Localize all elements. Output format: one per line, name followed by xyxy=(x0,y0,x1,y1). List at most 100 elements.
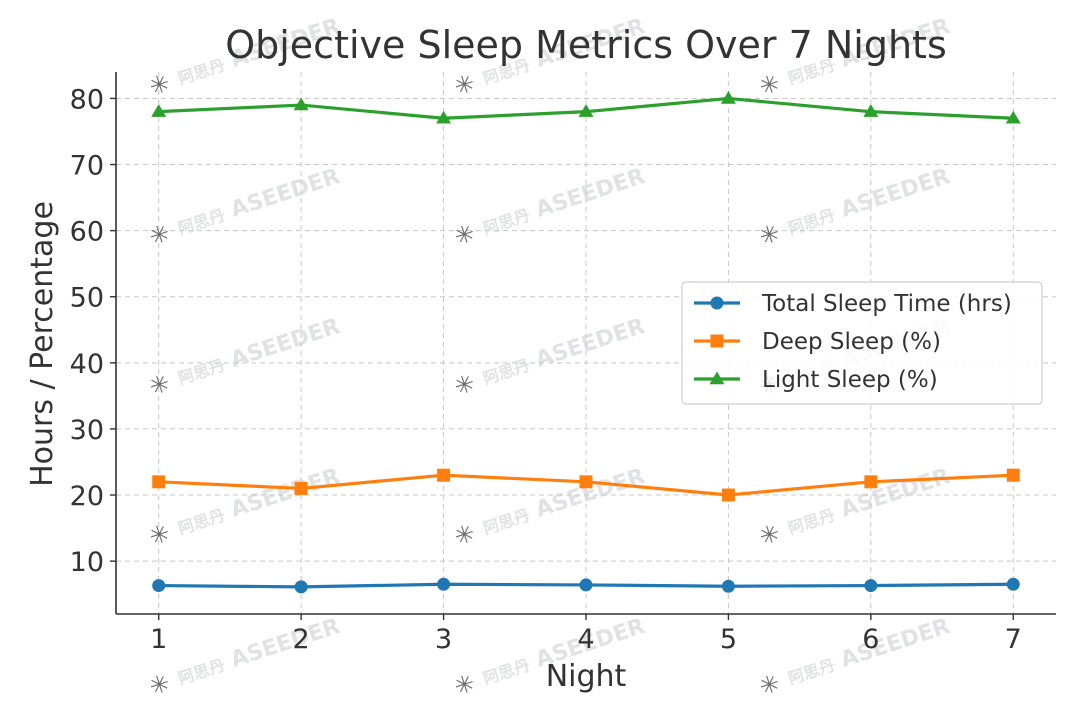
watermark-logo: ✳ xyxy=(756,218,784,251)
watermark-text: ASEEDER xyxy=(838,164,953,223)
watermark-logo: ✳ xyxy=(451,668,479,701)
watermark-cn-text: 阿思丹 xyxy=(786,505,838,538)
legend: Total Sleep Time (hrs) Deep Sleep (%) Ligh… xyxy=(681,281,1043,405)
watermark-cn-text: 阿思丹 xyxy=(786,205,838,238)
y-tick-label: 40 xyxy=(70,349,104,380)
watermark-logo: ✳ xyxy=(146,218,174,251)
watermark-logo: ✳ xyxy=(756,68,784,101)
watermark-cn-text: 阿思丹 xyxy=(176,505,228,538)
watermark-logo: ✳ xyxy=(756,668,784,701)
legend-item: Deep Sleep (%) xyxy=(694,329,941,355)
data-point xyxy=(436,110,452,124)
y-tick-label: 50 xyxy=(70,283,104,314)
watermark-cn-text: 阿思丹 xyxy=(481,655,533,688)
y-tick-label: 60 xyxy=(70,217,104,248)
data-point xyxy=(1006,468,1020,482)
legend-box xyxy=(681,281,1043,405)
y-tick-label: 80 xyxy=(70,84,104,115)
y-axis-label: Hours / Percentage xyxy=(25,201,60,487)
watermark-text: ASEEDER xyxy=(228,314,343,373)
data-point xyxy=(437,468,451,482)
data-point xyxy=(579,475,593,489)
legend-label: Total Sleep Time (hrs) xyxy=(761,291,1012,317)
watermark-logo: ✳ xyxy=(451,518,479,551)
watermark-text: ASEEDER xyxy=(228,464,343,523)
watermark-logo: ✳ xyxy=(451,68,479,101)
series-group xyxy=(151,90,1021,594)
data-point xyxy=(1005,110,1021,124)
data-point xyxy=(293,97,309,111)
x-tick-label: 2 xyxy=(293,624,310,655)
y-tick-label: 30 xyxy=(70,415,104,446)
watermark-logo: ✳ xyxy=(146,68,174,101)
watermark-logo: ✳ xyxy=(146,518,174,551)
watermark-text: ASEEDER xyxy=(533,164,648,223)
x-tick-label: 5 xyxy=(720,624,737,655)
x-tick-label: 3 xyxy=(435,624,452,655)
watermark-logo: ✳ xyxy=(756,518,784,551)
y-tick-label: 20 xyxy=(70,481,104,512)
legend-label: Light Sleep (%) xyxy=(762,367,938,393)
data-point xyxy=(294,481,308,495)
data-point xyxy=(721,488,735,502)
data-point xyxy=(721,579,735,593)
watermark-logo: ✳ xyxy=(146,368,174,401)
watermark-logo: ✳ xyxy=(451,218,479,251)
watermark-cn-text: 阿思丹 xyxy=(176,55,228,88)
watermark-cn-text: 阿思丹 xyxy=(481,355,533,388)
y-tick-label: 10 xyxy=(70,547,104,578)
data-point xyxy=(578,104,594,117)
x-axis-label: Night xyxy=(546,659,627,694)
watermark-text: ASEEDER xyxy=(838,464,953,523)
data-point xyxy=(1006,577,1020,591)
x-tick-label: 1 xyxy=(150,624,167,655)
legend-marker xyxy=(710,296,724,310)
data-point xyxy=(152,579,166,593)
x-tick-label: 6 xyxy=(862,624,879,655)
x-tick-label: 7 xyxy=(1005,624,1022,655)
watermark-text: ASEEDER xyxy=(533,464,648,523)
data-point xyxy=(151,104,167,117)
data-point xyxy=(152,475,166,489)
watermark-cn-text: 阿思丹 xyxy=(786,655,838,688)
legend-marker xyxy=(710,334,724,348)
legend-item: Total Sleep Time (hrs) xyxy=(694,291,1012,317)
data-point xyxy=(864,475,878,489)
data-point xyxy=(864,579,878,593)
legend-item: Light Sleep (%) xyxy=(694,367,938,393)
watermark-text: ASEEDER xyxy=(838,614,953,673)
watermark-text: ASEEDER xyxy=(228,164,343,223)
watermark-text: ASEEDER xyxy=(533,314,648,373)
watermark-cn-text: 阿思丹 xyxy=(481,505,533,538)
x-tick-label: 4 xyxy=(577,624,594,655)
data-point xyxy=(579,578,593,592)
chart-title: Objective Sleep Metrics Over 7 Nights xyxy=(225,23,947,67)
watermark-logo: ✳ xyxy=(451,368,479,401)
series-3 xyxy=(151,90,1021,124)
data-point xyxy=(720,90,736,104)
series-2 xyxy=(152,468,1020,502)
series-1 xyxy=(152,577,1020,594)
data-point xyxy=(437,577,451,591)
watermark-cn-text: 阿思丹 xyxy=(176,355,228,388)
data-point xyxy=(863,104,879,117)
watermark-cn-text: 阿思丹 xyxy=(176,205,228,238)
legend-label: Deep Sleep (%) xyxy=(762,329,941,355)
legend-marker xyxy=(709,371,725,385)
watermark-cn-text: 阿思丹 xyxy=(481,205,533,238)
watermark-text: ASEEDER xyxy=(228,614,343,673)
y-tick-label: 70 xyxy=(70,151,104,182)
watermark-logo: ✳ xyxy=(146,668,174,701)
axes: 1 2 3 4 5 6 7 10 20 30 40 50 60 70 80 xyxy=(70,72,1056,655)
